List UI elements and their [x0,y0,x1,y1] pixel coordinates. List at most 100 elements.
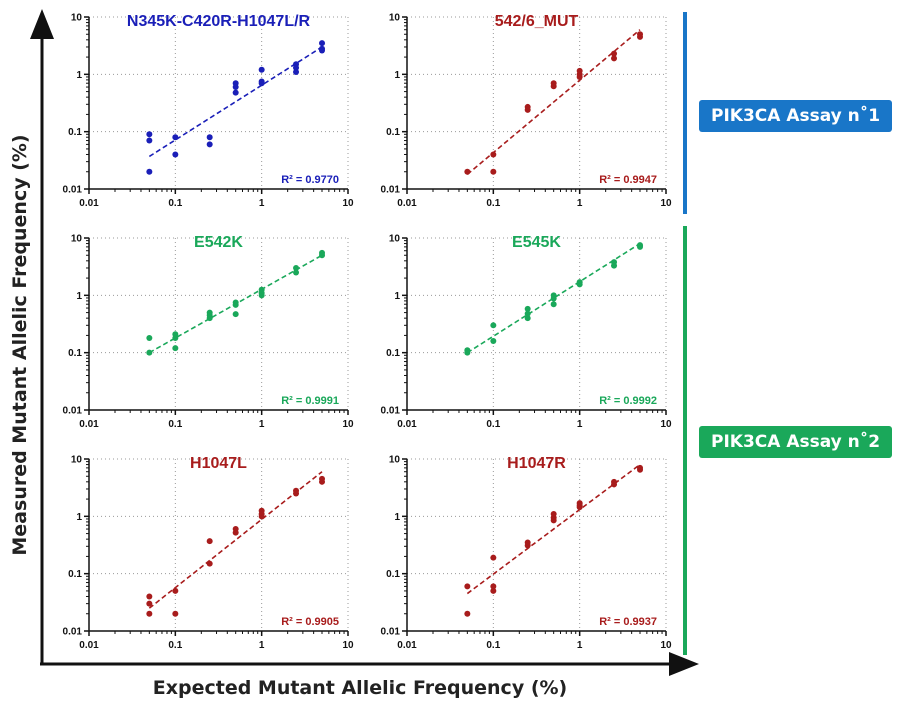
r-squared-label: R² = 0.9991 [281,395,339,407]
x-tick-label: 10 [342,640,354,651]
panel-2: 0.01 0.1 1 10 0.01 0.1 1 10 542/6_MUT R² = 0.9947 [381,13,672,210]
y-tick-label: 10 [389,13,401,24]
r-squared-label: R² = 0.9992 [599,395,657,407]
data-point [550,517,557,524]
y-tick-label: 0.01 [381,627,401,638]
data-point [206,141,213,148]
data-point [550,295,557,302]
panel-title: E545K [512,234,561,251]
panel-6: 0.01 0.1 1 10 0.01 0.1 1 10 H1047R R² = 0.9937 [381,455,672,652]
data-point [172,335,179,342]
y-tick-label: 1 [394,70,400,81]
data-point [464,349,471,356]
x-tick-label: 10 [660,419,672,430]
y-tick-label: 0.1 [68,348,82,359]
y-tick-label: 1 [394,512,400,523]
data-point [146,335,153,342]
y-tick-label: 0.1 [68,569,82,580]
data-point [232,84,239,91]
data-point [206,134,213,141]
y-tick-label: 10 [389,455,401,466]
data-point [232,89,239,96]
data-point [524,106,531,113]
assay-2-label: PIK3CA Assay n˚2 [699,426,893,458]
data-point [146,168,153,175]
data-point [524,315,531,322]
data-point [464,168,471,175]
data-point [576,73,583,80]
grid [88,16,349,190]
r-squared-label: R² = 0.9905 [281,616,339,628]
data-point [258,80,265,87]
data-point [293,269,300,276]
y-tick-label: 10 [71,13,83,24]
panel-3: 0.01 0.1 1 10 0.01 0.1 1 10 E542K R² = 0.9991 [63,234,354,431]
y-tick-label: 0.01 [381,185,401,196]
data-point [172,610,179,617]
data-point [258,66,265,73]
panel-title: 542/6_MUT [495,13,579,30]
data-point [146,593,153,600]
data-point [490,583,497,590]
x-tick-label: 0.1 [168,419,182,430]
data-point [146,131,153,138]
data-point [258,292,265,299]
x-tick-label: 1 [259,198,265,209]
data-point [206,315,213,322]
grid [88,458,349,632]
x-tick-label: 0.01 [79,640,99,651]
y-tick-label: 0.1 [386,127,400,138]
data-point [206,560,213,567]
y-tick-label: 1 [76,291,82,302]
y-tick-label: 10 [389,234,401,245]
data-point [490,337,497,344]
x-tick-label: 1 [259,640,265,651]
x-tick-label: 0.01 [397,198,417,209]
data-point [637,33,644,40]
global-axes: Expected Mutant Allelic Frequency (%) Me… [9,9,699,699]
data-point [637,243,644,250]
x-tick-label: 10 [660,198,672,209]
data-point [490,151,497,158]
y-tick-label: 1 [76,512,82,523]
data-point [576,504,583,511]
data-point [293,264,300,271]
panel-5: 0.01 0.1 1 10 0.01 0.1 1 10 H1047L R² = 0.9905 [63,455,354,652]
data-point [319,40,326,47]
data-point [550,83,557,90]
data-point [146,349,153,356]
x-tick-label: 1 [259,419,265,430]
data-point [232,529,239,536]
x-tick-label: 0.01 [79,198,99,209]
data-point [550,301,557,308]
panel-title: H1047R [507,455,566,472]
data-point [172,345,179,352]
data-point [293,64,300,71]
data-point [611,55,618,62]
data-point [611,262,618,269]
x-tick-label: 1 [577,640,583,651]
y-tick-label: 0.01 [381,406,401,417]
y-tick-label: 0.1 [386,348,400,359]
data-point [172,587,179,594]
x-tick-label: 0.1 [486,198,500,209]
x-tick-label: 10 [342,419,354,430]
data-point [576,281,583,288]
data-point [490,168,497,175]
global-y-axis-label: Measured Mutant Allelic Frequency (%) [9,134,31,555]
y-tick-label: 0.01 [63,185,83,196]
grid [406,16,667,190]
data-point [524,310,531,317]
grid [88,237,349,411]
y-tick-label: 0.1 [386,569,400,580]
y-tick-label: 10 [71,234,83,245]
panel-1: 0.01 0.1 1 10 0.01 0.1 1 10 N345K-C420R-H1047L/R… [63,13,354,210]
panel-title: E542K [194,234,243,251]
data-point [464,610,471,617]
grid [406,458,667,632]
data-point [524,542,531,549]
data-point [611,481,618,488]
x-tick-label: 1 [577,198,583,209]
global-x-axis-label: Expected Mutant Allelic Frequency (%) [153,677,567,699]
